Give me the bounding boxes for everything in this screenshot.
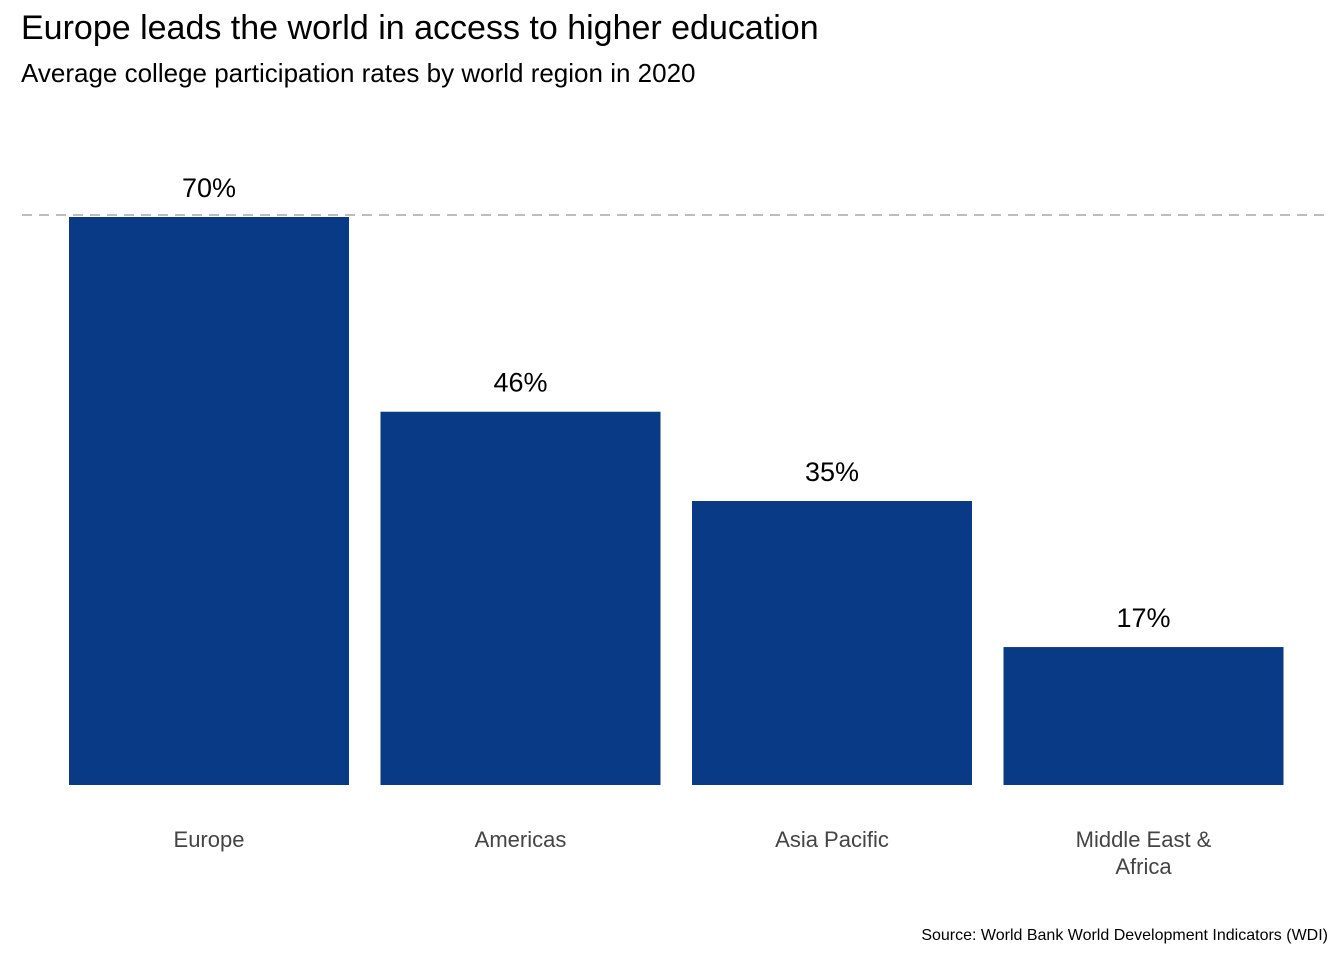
bar [69, 217, 349, 785]
chart-subtitle: Average college participation rates by w… [21, 58, 696, 88]
bar [1003, 647, 1284, 785]
x-tick-label-line: Americas [475, 827, 567, 852]
data-label: 17% [1116, 603, 1170, 633]
x-tick-label: Europe [174, 827, 245, 852]
x-tick-label-line: Middle East & [1076, 827, 1212, 852]
chart-title: Europe leads the world in access to high… [21, 9, 819, 47]
bar [692, 501, 972, 785]
data-label: 70% [182, 173, 236, 203]
x-tick-label: Middle East & Africa [1076, 827, 1212, 879]
x-tick-label: Asia Pacific [775, 827, 889, 852]
x-tick-label-line: Africa [1115, 854, 1172, 879]
x-tick-label-line: Europe [174, 827, 245, 852]
data-label: 46% [493, 368, 547, 398]
source-caption: Source: World Bank World Development Ind… [921, 927, 1328, 944]
data-label: 35% [805, 457, 859, 487]
x-tick-label: Americas [475, 827, 567, 852]
x-tick-label-line: Asia Pacific [775, 827, 889, 852]
bar [380, 411, 661, 785]
